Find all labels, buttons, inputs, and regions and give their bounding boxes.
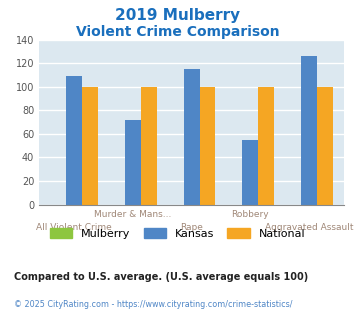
Bar bbox=[200, 87, 215, 205]
Text: Compared to U.S. average. (U.S. average equals 100): Compared to U.S. average. (U.S. average … bbox=[14, 272, 308, 282]
Text: Violent Crime Comparison: Violent Crime Comparison bbox=[76, 25, 279, 39]
Text: Aggravated Assault: Aggravated Assault bbox=[265, 223, 353, 232]
Text: 2019 Mulberry: 2019 Mulberry bbox=[115, 8, 240, 23]
Text: Murder & Mans...: Murder & Mans... bbox=[94, 210, 172, 218]
Bar bbox=[301, 56, 317, 205]
Text: Robbery: Robbery bbox=[231, 210, 269, 218]
Bar bbox=[66, 76, 82, 205]
Bar bbox=[258, 87, 274, 205]
Bar bbox=[125, 120, 141, 205]
Bar bbox=[184, 69, 200, 205]
Text: © 2025 CityRating.com - https://www.cityrating.com/crime-statistics/: © 2025 CityRating.com - https://www.city… bbox=[14, 300, 293, 309]
Bar bbox=[82, 87, 98, 205]
Text: Rape: Rape bbox=[180, 223, 203, 232]
Legend: Mulberry, Kansas, National: Mulberry, Kansas, National bbox=[45, 224, 310, 244]
Text: All Violent Crime: All Violent Crime bbox=[37, 223, 112, 232]
Bar bbox=[317, 87, 333, 205]
Bar bbox=[141, 87, 157, 205]
Bar bbox=[242, 140, 258, 205]
